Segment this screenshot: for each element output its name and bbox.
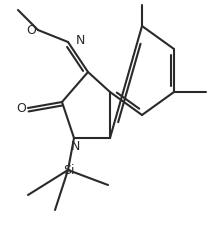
Text: O: O xyxy=(26,24,36,36)
Text: O: O xyxy=(16,101,26,114)
Text: N: N xyxy=(76,35,85,47)
Text: N: N xyxy=(70,140,80,153)
Text: Si: Si xyxy=(63,164,75,177)
